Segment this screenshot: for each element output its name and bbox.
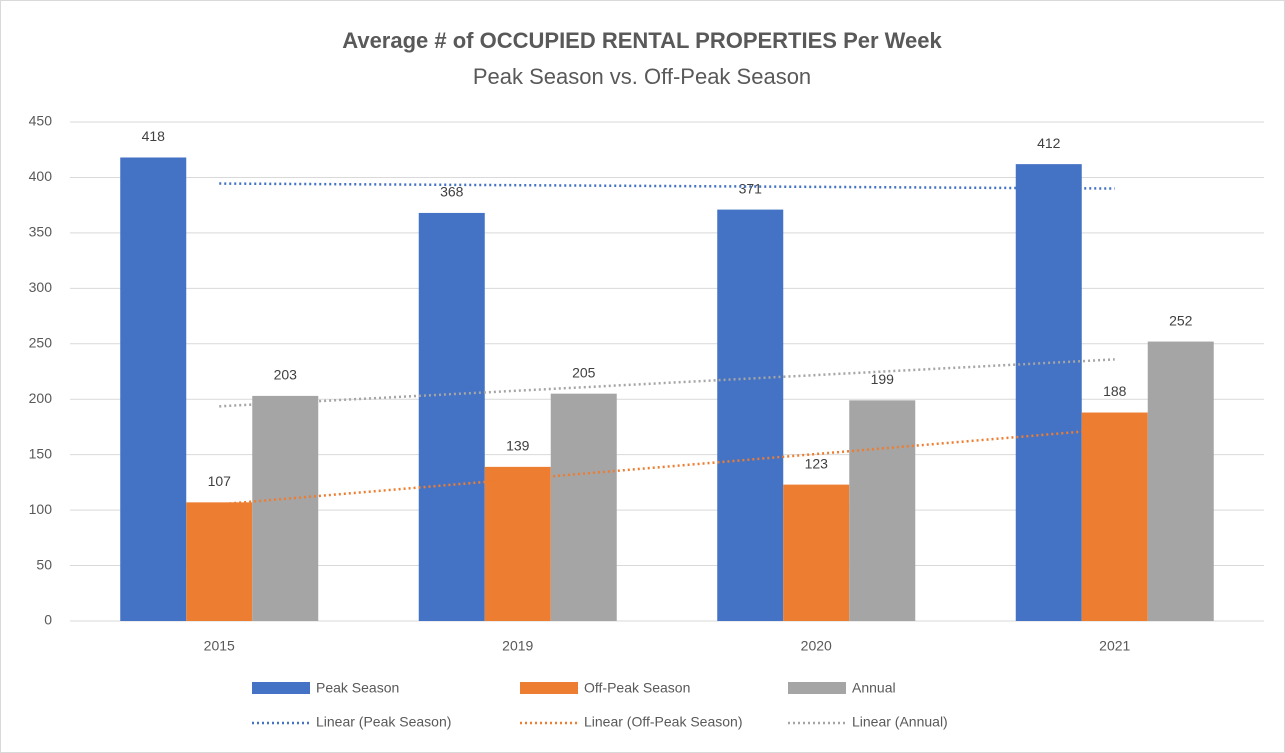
bar <box>418 212 485 621</box>
legend-swatch <box>520 682 578 694</box>
legend-label: Linear (Off-Peak Season) <box>584 714 743 730</box>
data-label: 188 <box>1103 383 1127 399</box>
bar <box>1015 164 1082 622</box>
y-tick-label: 300 <box>29 279 53 295</box>
bar <box>484 466 551 621</box>
y-tick-label: 0 <box>44 612 52 628</box>
data-label: 412 <box>1037 135 1061 151</box>
bar <box>717 209 784 621</box>
data-label: 371 <box>739 180 763 196</box>
y-tick-label: 150 <box>29 445 53 461</box>
x-tick-label: 2019 <box>502 638 533 654</box>
bar <box>1081 412 1148 621</box>
legend-label: Annual <box>852 680 896 696</box>
y-tick-label: 400 <box>29 168 53 184</box>
y-tick-label: 350 <box>29 224 53 240</box>
y-tick-label: 450 <box>29 113 53 129</box>
x-tick-label: 2020 <box>801 638 832 654</box>
y-tick-label: 200 <box>29 390 53 406</box>
trendline <box>219 182 1115 190</box>
data-label: 199 <box>871 371 895 387</box>
data-label: 107 <box>208 473 232 489</box>
data-label: 203 <box>274 367 298 383</box>
bar <box>186 502 253 621</box>
bar <box>120 157 187 622</box>
legend-label: Linear (Peak Season) <box>316 714 451 730</box>
legend-label: Off-Peak Season <box>584 680 690 696</box>
data-label: 418 <box>142 128 166 144</box>
legend-swatch <box>252 682 310 694</box>
x-tick-label: 2015 <box>204 638 235 654</box>
bar <box>550 393 617 621</box>
legend-label: Peak Season <box>316 680 399 696</box>
chart-subtitle: Peak Season vs. Off-Peak Season <box>473 64 811 89</box>
data-label: 252 <box>1169 312 1193 328</box>
y-tick-label: 50 <box>36 556 52 572</box>
bar <box>849 400 916 621</box>
legend-swatch <box>788 682 846 694</box>
y-tick-label: 100 <box>29 501 53 517</box>
data-label: 123 <box>805 455 829 471</box>
chart-title: Average # of OCCUPIED RENTAL PROPERTIES … <box>342 28 942 53</box>
legend-label: Linear (Annual) <box>852 714 948 730</box>
data-label: 139 <box>506 438 530 454</box>
x-tick-label: 2021 <box>1099 638 1130 654</box>
data-label: 205 <box>572 364 596 380</box>
bar <box>252 395 319 621</box>
y-tick-label: 250 <box>29 334 53 350</box>
bar <box>1147 341 1214 621</box>
data-label: 368 <box>440 184 464 200</box>
bar <box>783 484 850 621</box>
